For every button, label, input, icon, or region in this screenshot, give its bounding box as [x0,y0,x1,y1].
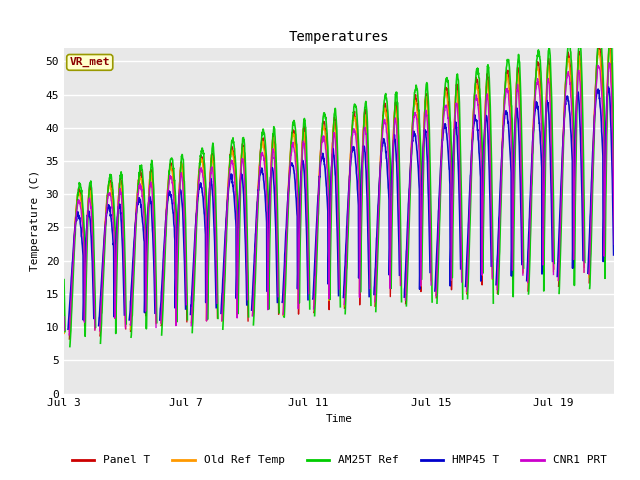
Legend: Panel T, Old Ref Temp, AM25T Ref, HMP45 T, CNR1 PRT: Panel T, Old Ref Temp, AM25T Ref, HMP45 … [67,451,611,470]
X-axis label: Time: Time [326,414,353,424]
Title: Temperatures: Temperatures [289,30,390,44]
Text: VR_met: VR_met [70,57,110,68]
Y-axis label: Temperature (C): Temperature (C) [30,170,40,271]
